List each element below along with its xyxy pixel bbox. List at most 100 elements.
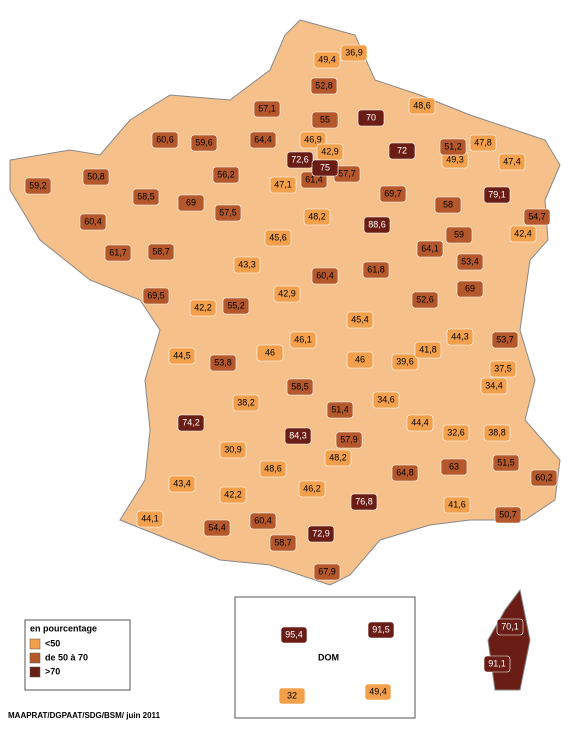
region-label: 42,9 (321, 146, 339, 156)
region-label: 59,2 (29, 180, 47, 190)
region (278, 687, 306, 705)
region (269, 534, 297, 552)
regions: 36,9 49,4 48,6 46,9 42,9 47,8 49,3 47,4 47,1 48,2… (24, 44, 558, 705)
region-label: 34,4 (485, 380, 503, 390)
region-label: 48,2 (308, 211, 326, 221)
region-label: 69 (186, 197, 196, 207)
region-label: 58,5 (137, 191, 155, 201)
region-label: 75 (320, 162, 330, 172)
region-label: 60,4 (316, 270, 334, 280)
region (442, 424, 470, 442)
region (411, 291, 439, 309)
region-label: 55,2 (227, 300, 245, 310)
region (491, 331, 519, 349)
legend-title: en pourcentage (30, 623, 97, 633)
region-label: 70 (366, 112, 376, 122)
region-label: 42,9 (278, 288, 296, 298)
region-label: 54,4 (208, 522, 226, 532)
region-label: 59 (454, 229, 464, 239)
region-label: 53,7 (496, 334, 514, 344)
legend-label: <50 (45, 638, 60, 648)
region (233, 256, 261, 274)
region-label: 57,1 (258, 103, 276, 113)
region-label: 46,2 (303, 483, 321, 493)
region-label: 48,6 (264, 463, 282, 473)
region (142, 287, 170, 305)
region (509, 225, 537, 243)
region (379, 185, 407, 203)
region-label: 46,1 (294, 334, 312, 344)
region-label: 49,3 (446, 154, 464, 164)
region (222, 297, 250, 315)
region (264, 229, 292, 247)
region (219, 486, 247, 504)
region-label: 57,5 (219, 207, 237, 217)
legend-label: >70 (45, 666, 60, 676)
legend-label: de 50 à 70 (45, 652, 88, 662)
region-label: 67,9 (318, 566, 336, 576)
region (367, 621, 395, 639)
region-label: 45,4 (351, 314, 369, 324)
legend-box (24, 619, 131, 691)
region-label: 42,2 (224, 489, 242, 499)
region (214, 204, 242, 222)
region-label: 61,7 (109, 247, 127, 257)
region-label: 74,2 (182, 417, 200, 427)
region (212, 166, 240, 184)
region (480, 377, 508, 395)
region-label: 60,6 (156, 134, 174, 144)
region-label: 37,5 (494, 363, 512, 373)
region (249, 512, 277, 530)
region (203, 519, 231, 537)
region-label: 61,4 (305, 174, 323, 184)
region (362, 261, 390, 279)
region-label: 70,1 (501, 621, 519, 631)
region (79, 213, 107, 231)
region-label: 32 (287, 690, 297, 700)
region (259, 460, 287, 478)
region-label: 60,2 (535, 472, 553, 482)
france-outline (9, 19, 561, 586)
region-label: 44,3 (451, 331, 469, 341)
region (104, 244, 132, 262)
region (151, 131, 179, 149)
region (303, 208, 331, 226)
region (82, 168, 110, 186)
region (311, 159, 339, 177)
region (132, 188, 160, 206)
region (177, 194, 205, 212)
region (189, 299, 217, 317)
region (408, 97, 436, 115)
region-label: 55 (320, 114, 330, 124)
region-label: 53,4 (461, 256, 479, 266)
region (147, 243, 175, 261)
region (177, 414, 205, 432)
region (414, 341, 442, 359)
region-label: 64,8 (396, 467, 414, 477)
region-label: 64,1 (421, 243, 439, 253)
region (445, 226, 473, 244)
region-label: 63 (449, 461, 459, 471)
region-label: 51,4 (331, 404, 349, 414)
region-label: 45,6 (269, 232, 287, 242)
region (350, 493, 378, 511)
region-label: 76,8 (355, 496, 373, 506)
region-label: 43,4 (173, 478, 191, 488)
region (209, 354, 237, 372)
region-label: 50,7 (499, 509, 517, 519)
region-label: 57,7 (338, 168, 356, 178)
region-label: 64,4 (254, 134, 272, 144)
region (273, 285, 301, 303)
region-label: 34,6 (377, 394, 395, 404)
region-label: 88,6 (368, 219, 386, 229)
region (483, 655, 511, 673)
region (443, 496, 471, 514)
region-label: 48,6 (413, 100, 431, 110)
region-label: 47,1 (274, 179, 292, 189)
region (340, 44, 368, 62)
region (289, 331, 317, 349)
region (253, 100, 281, 118)
region-label: 91,1 (488, 658, 506, 668)
